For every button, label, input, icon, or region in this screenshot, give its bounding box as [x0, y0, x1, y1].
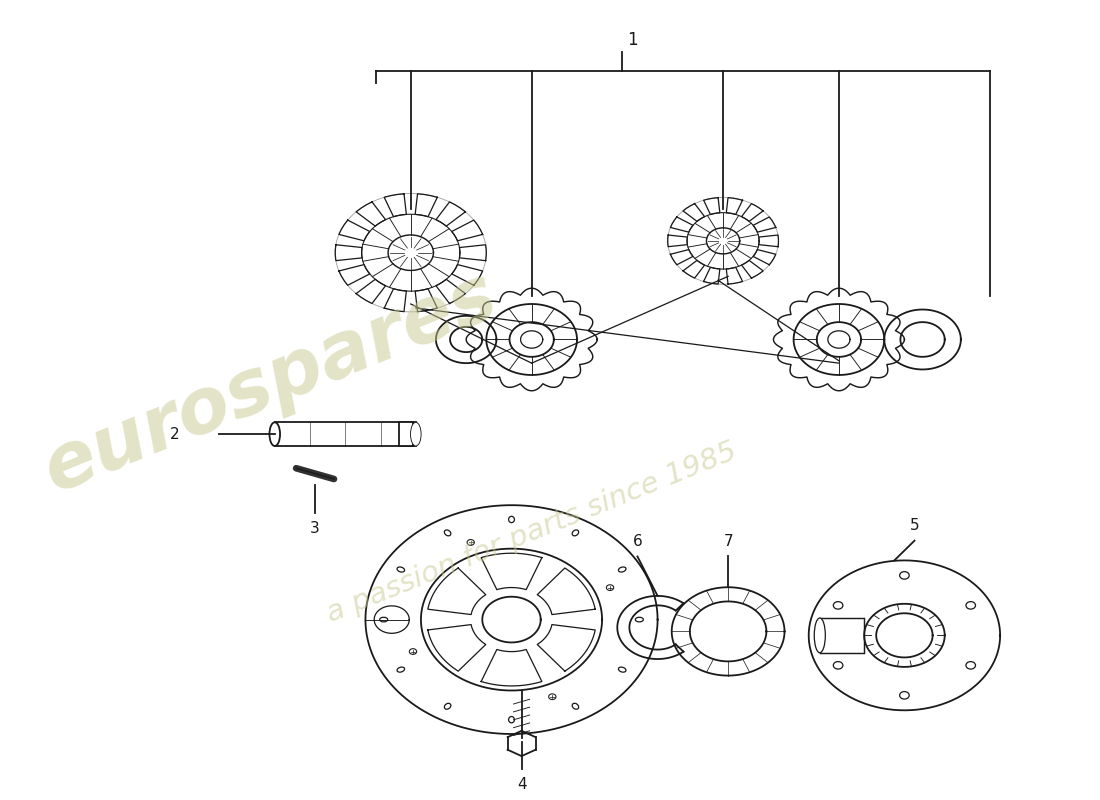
Bar: [820, 618, 865, 653]
Bar: [399, 422, 412, 446]
Text: 2: 2: [169, 426, 179, 442]
Text: 3: 3: [310, 521, 320, 536]
Text: eurospares: eurospares: [32, 258, 507, 508]
Text: a passion for parts since 1985: a passion for parts since 1985: [322, 438, 740, 628]
Ellipse shape: [814, 618, 825, 653]
Text: 6: 6: [632, 534, 642, 549]
Bar: [275, 422, 416, 446]
Ellipse shape: [270, 422, 280, 446]
Text: 4: 4: [517, 778, 527, 792]
Ellipse shape: [410, 422, 421, 446]
Text: 5: 5: [910, 518, 920, 533]
Text: 1: 1: [627, 30, 638, 49]
Text: 7: 7: [724, 534, 733, 549]
